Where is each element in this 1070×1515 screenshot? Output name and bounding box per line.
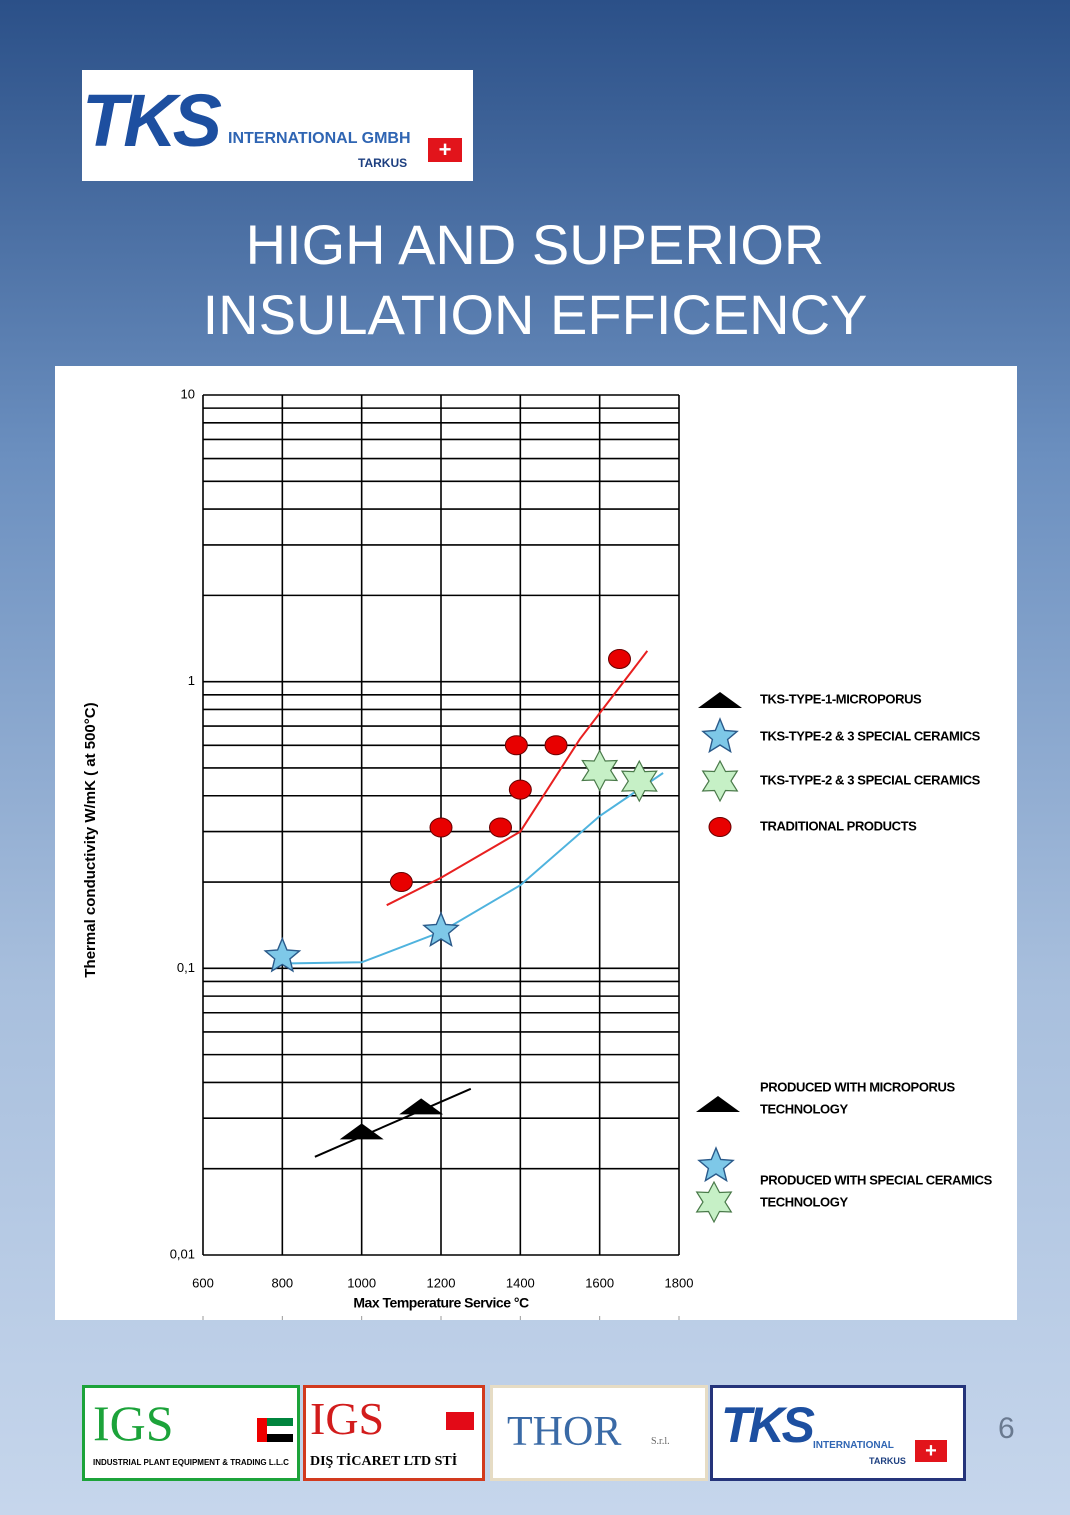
data-point	[504, 735, 528, 756]
footer-logo: THOR S.r.l.	[490, 1385, 708, 1481]
chart: 0,01 0,1 1 10 600 800 1000 1200 1400 1600 1800 Max …	[55, 366, 1017, 1320]
swiss-flag: +	[428, 138, 462, 162]
y-tick-label: 1	[188, 673, 195, 688]
y-tick-label: 0,1	[177, 960, 195, 975]
flag	[446, 1412, 474, 1430]
data-point	[608, 648, 631, 669]
flag	[257, 1418, 293, 1442]
logo-text: INTERNATIONAL	[813, 1440, 894, 1451]
legend-marker	[708, 817, 732, 837]
fit-line	[282, 772, 664, 965]
logo-text: S.r.l.	[651, 1436, 670, 1447]
x-axis-label: Max Temperature Service °C	[353, 1295, 529, 1311]
x-tick-label: 800	[271, 1275, 293, 1290]
footer-logo: IGS DIŞ TİCARET LTD STİ	[303, 1385, 485, 1481]
data-point	[581, 749, 619, 792]
data-point	[422, 911, 460, 947]
swiss-flag: +	[915, 1440, 947, 1462]
title: HIGH AND SUPERIOR INSULATION EFFICENCY	[0, 210, 1070, 350]
chart-panel	[55, 366, 1017, 1320]
y-tick-label: 10	[181, 386, 195, 401]
title-line: INSULATION EFFICENCY	[202, 283, 868, 346]
annotation: TECHNOLOGY	[760, 1101, 848, 1116]
data-point	[429, 817, 453, 838]
x-tick-label: 600	[192, 1275, 214, 1290]
legend-label: TKS-TYPE-1-MICROPORUS	[760, 691, 922, 706]
footer-logo: IGS INDUSTRIAL PLANT EQUIPMENT & TRADING…	[82, 1385, 300, 1481]
logo-brand: TARKUS	[869, 1456, 906, 1466]
legend-label: TKS-TYPE-2 & 3 SPECIAL CERAMICS	[760, 772, 981, 787]
annotation-icon	[696, 1096, 740, 1112]
annotation: PRODUCED WITH MICROPORUS	[760, 1079, 956, 1094]
annotation: TECHNOLOGY	[760, 1194, 848, 1209]
x-tick-label: 1000	[347, 1275, 376, 1290]
fit-line	[386, 650, 649, 907]
data-point	[620, 759, 658, 803]
annotation-icon	[697, 1146, 735, 1183]
logo-name: IGS	[310, 1393, 385, 1444]
data-point	[339, 1123, 384, 1140]
logo-name: IGS	[93, 1395, 174, 1451]
logo-text: INDUSTRIAL PLANT EQUIPMENT & TRADING L.L…	[93, 1458, 289, 1467]
annotation: PRODUCED WITH SPECIAL CERAMICS	[760, 1172, 993, 1187]
logo-name: TKS	[82, 79, 222, 162]
data-point	[389, 872, 413, 893]
y-axis-label: Thermal conductivity W/mK ( at 500°C)	[82, 702, 99, 977]
data-point	[489, 817, 512, 838]
x-tick-label: 1800	[665, 1275, 694, 1290]
legend-marker	[701, 717, 739, 754]
logo-name: TKS	[721, 1397, 815, 1453]
header-logo: TKS INTERNATIONAL GMBH TARKUS +	[82, 70, 473, 181]
data-point	[399, 1098, 444, 1115]
data-point	[508, 779, 532, 800]
x-tick-label: 1200	[427, 1275, 456, 1290]
annotation-icon	[695, 1180, 733, 1224]
legend-label: TKS-TYPE-2 & 3 SPECIAL CERAMICS	[760, 728, 981, 743]
x-tick-label: 1400	[506, 1275, 535, 1290]
legend-label: TRADITIONAL PRODUCTS	[760, 818, 917, 833]
title-line: HIGH AND SUPERIOR	[245, 213, 825, 276]
data-point	[544, 735, 568, 756]
logo-brand: TARKUS	[358, 156, 408, 170]
legend-marker	[701, 759, 739, 803]
page-number: 6	[998, 1412, 1015, 1445]
logo-company: INTERNATIONAL GMBH	[228, 130, 411, 147]
data-point	[263, 936, 302, 973]
y-tick-label: 0,01	[170, 1246, 195, 1261]
fit-line	[314, 1087, 472, 1158]
x-tick-label: 1600	[585, 1275, 614, 1290]
logo-text: DIŞ TİCARET LTD STİ	[310, 1454, 458, 1469]
footer: IGS INDUSTRIAL PLANT EQUIPMENT & TRADING…	[82, 1385, 966, 1481]
footer-logo: TKS INTERNATIONAL TARKUS +	[710, 1385, 966, 1481]
legend-marker	[698, 692, 742, 708]
logo-name: THOR	[507, 1409, 622, 1455]
